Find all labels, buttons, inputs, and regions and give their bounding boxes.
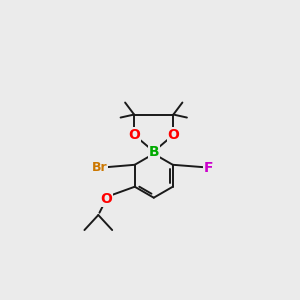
Text: O: O <box>167 128 179 142</box>
Text: B: B <box>148 145 159 158</box>
Text: O: O <box>128 128 140 142</box>
Text: Br: Br <box>92 161 107 174</box>
Text: O: O <box>100 192 112 206</box>
Text: F: F <box>203 161 213 175</box>
